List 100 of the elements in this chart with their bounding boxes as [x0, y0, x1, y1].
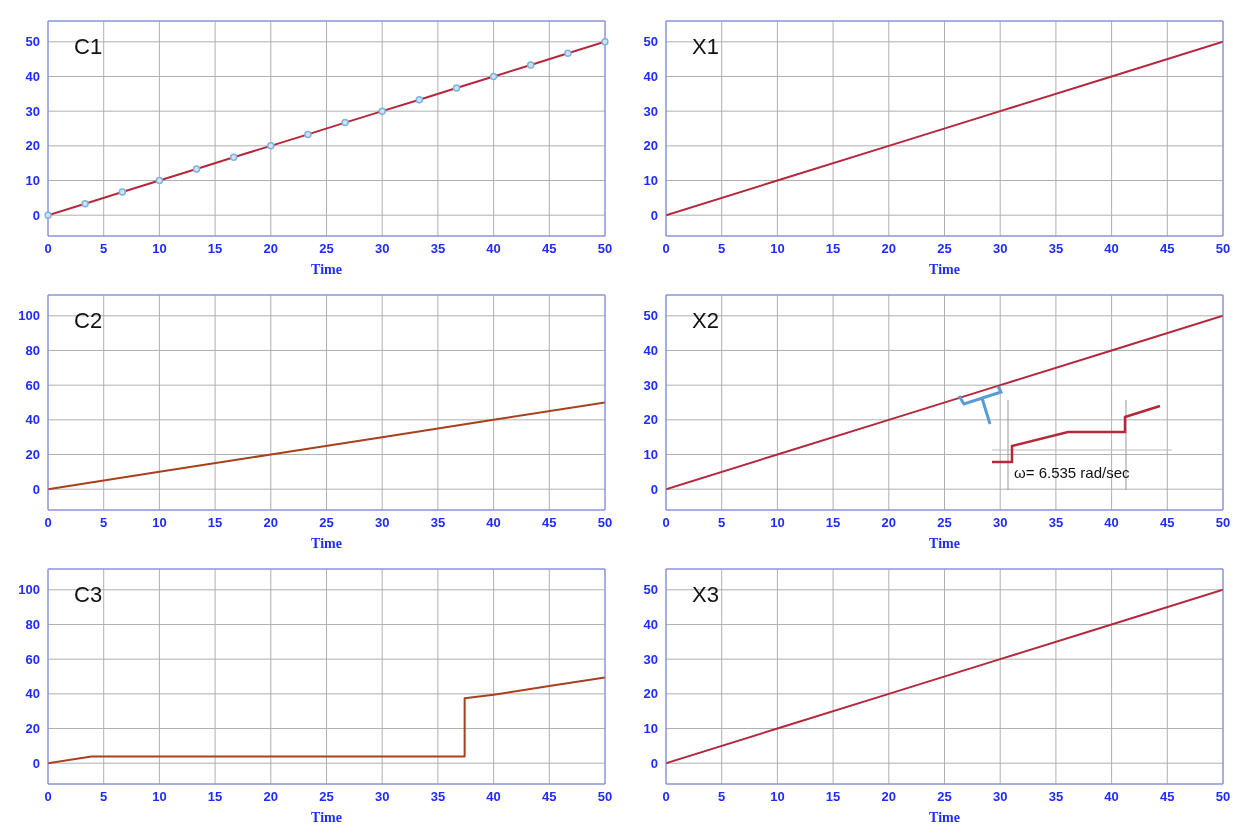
- x-tick-label: 40: [486, 515, 501, 531]
- y-tick-label: 50: [643, 582, 658, 598]
- y-tick-label: 0: [32, 481, 40, 497]
- y-tick-label: 40: [643, 69, 658, 85]
- x-tick-label: 5: [718, 789, 726, 805]
- x-tick-label: 50: [1215, 241, 1231, 257]
- x-tick-label: 20: [881, 789, 897, 805]
- x-tick-label: 20: [263, 515, 279, 531]
- x-axis-title: Time: [929, 536, 960, 551]
- x-tick-label: 5: [718, 515, 726, 531]
- x-tick-label: 30: [992, 241, 1008, 257]
- x-tick-label: 45: [542, 515, 557, 531]
- y-tick-label: 50: [643, 34, 658, 50]
- x-tick-label: 10: [770, 515, 785, 531]
- y-tick-label: 80: [25, 617, 40, 633]
- x-tick-label: 20: [881, 241, 897, 257]
- x-tick-label: 15: [825, 789, 841, 805]
- x-tick-label: 40: [1104, 241, 1119, 257]
- x-tick-label: 30: [992, 789, 1008, 805]
- x-tick-label: 30: [374, 241, 390, 257]
- x-tick-label: 25: [319, 241, 334, 257]
- line-series: [666, 314, 1223, 491]
- x-axis-title: Time: [311, 262, 342, 277]
- x-tick-label: 35: [430, 515, 446, 531]
- text: X1: [692, 34, 719, 60]
- x-tick-label: 15: [825, 241, 841, 257]
- text: C3: [74, 582, 103, 608]
- line-series: [666, 588, 1223, 765]
- x-tick-label: 0: [662, 241, 670, 257]
- y-tick-label: 10: [643, 173, 658, 189]
- y-tick-label: 30: [643, 103, 658, 119]
- y-tick-label: 50: [25, 34, 40, 50]
- y-tick-label: 40: [25, 69, 40, 85]
- x-tick-label: 30: [992, 515, 1008, 531]
- x-tick-label: 0: [44, 789, 52, 805]
- line-series: [48, 676, 605, 765]
- x-axis-title: Time: [929, 810, 960, 825]
- x-tick-label: 20: [263, 241, 279, 257]
- x-tick-label: 50: [1215, 789, 1231, 805]
- x-tick-label: 35: [430, 789, 446, 805]
- y-tick-label: 50: [643, 308, 658, 324]
- y-tick-label: 20: [643, 686, 658, 702]
- y-tick-label: 20: [643, 138, 658, 154]
- y-tick-label: 0: [650, 755, 658, 771]
- x-tick-label: 15: [207, 515, 223, 531]
- y-tick-label: 100: [18, 308, 40, 324]
- x-tick-label: 15: [207, 789, 223, 805]
- x-tick-label: 20: [263, 789, 279, 805]
- y-tick-label: 20: [25, 447, 40, 463]
- x-tick-label: 5: [100, 241, 108, 257]
- y-tick-label: 80: [25, 343, 40, 359]
- y-tick-label: 10: [643, 447, 658, 463]
- y-tick-label: 20: [25, 138, 40, 154]
- x-tick-label: 0: [662, 515, 670, 531]
- y-tick-label: 20: [643, 412, 658, 428]
- y-tick-label: 20: [25, 721, 40, 737]
- x-tick-label: 50: [597, 515, 613, 531]
- x-tick-label: 40: [486, 241, 501, 257]
- x-tick-label: 5: [100, 515, 108, 531]
- x-tick-label: 15: [825, 515, 841, 531]
- x-tick-label: 25: [319, 515, 334, 531]
- y-tick-label: 40: [25, 686, 40, 702]
- y-tick-label: 0: [650, 481, 658, 497]
- y-tick-label: 0: [650, 207, 658, 223]
- y-tick-label: 30: [643, 651, 658, 667]
- x-tick-label: 25: [937, 241, 952, 257]
- x-tick-label: 10: [770, 241, 785, 257]
- y-tick-label: 60: [25, 377, 40, 393]
- x-tick-label: 15: [207, 241, 223, 257]
- y-tick-label: 60: [25, 651, 40, 667]
- x-tick-label: 45: [1160, 515, 1175, 531]
- x-tick-label: 35: [1048, 789, 1064, 805]
- x-tick-label: 10: [152, 789, 167, 805]
- x-axis-title: Time: [311, 536, 342, 551]
- x-tick-label: 5: [718, 241, 726, 257]
- x-tick-label: 10: [152, 515, 167, 531]
- x-tick-label: 30: [374, 515, 390, 531]
- text: X2: [692, 308, 719, 334]
- x-tick-label: 35: [1048, 241, 1064, 257]
- x-tick-label: 50: [597, 241, 613, 257]
- y-tick-label: 0: [32, 755, 40, 771]
- x-tick-label: 40: [1104, 515, 1119, 531]
- y-tick-label: 30: [643, 377, 658, 393]
- x-tick-label: 45: [1160, 241, 1175, 257]
- text: C2: [74, 308, 103, 334]
- y-tick-label: 100: [18, 582, 40, 598]
- x-tick-label: 20: [881, 515, 897, 531]
- x-tick-label: 0: [662, 789, 670, 805]
- annotation: ω= 6.535 rad/sec: [1014, 464, 1130, 481]
- x-tick-label: 10: [770, 789, 785, 805]
- text: X3: [692, 582, 719, 608]
- x-tick-label: 30: [374, 789, 390, 805]
- x-tick-label: 25: [937, 515, 952, 531]
- x-tick-label: 45: [542, 789, 557, 805]
- text: C1: [74, 34, 103, 60]
- line-series: [666, 40, 1223, 217]
- x-axis-title: Time: [311, 810, 342, 825]
- x-tick-label: 25: [319, 789, 334, 805]
- x-tick-label: 45: [542, 241, 557, 257]
- y-tick-label: 40: [643, 343, 658, 359]
